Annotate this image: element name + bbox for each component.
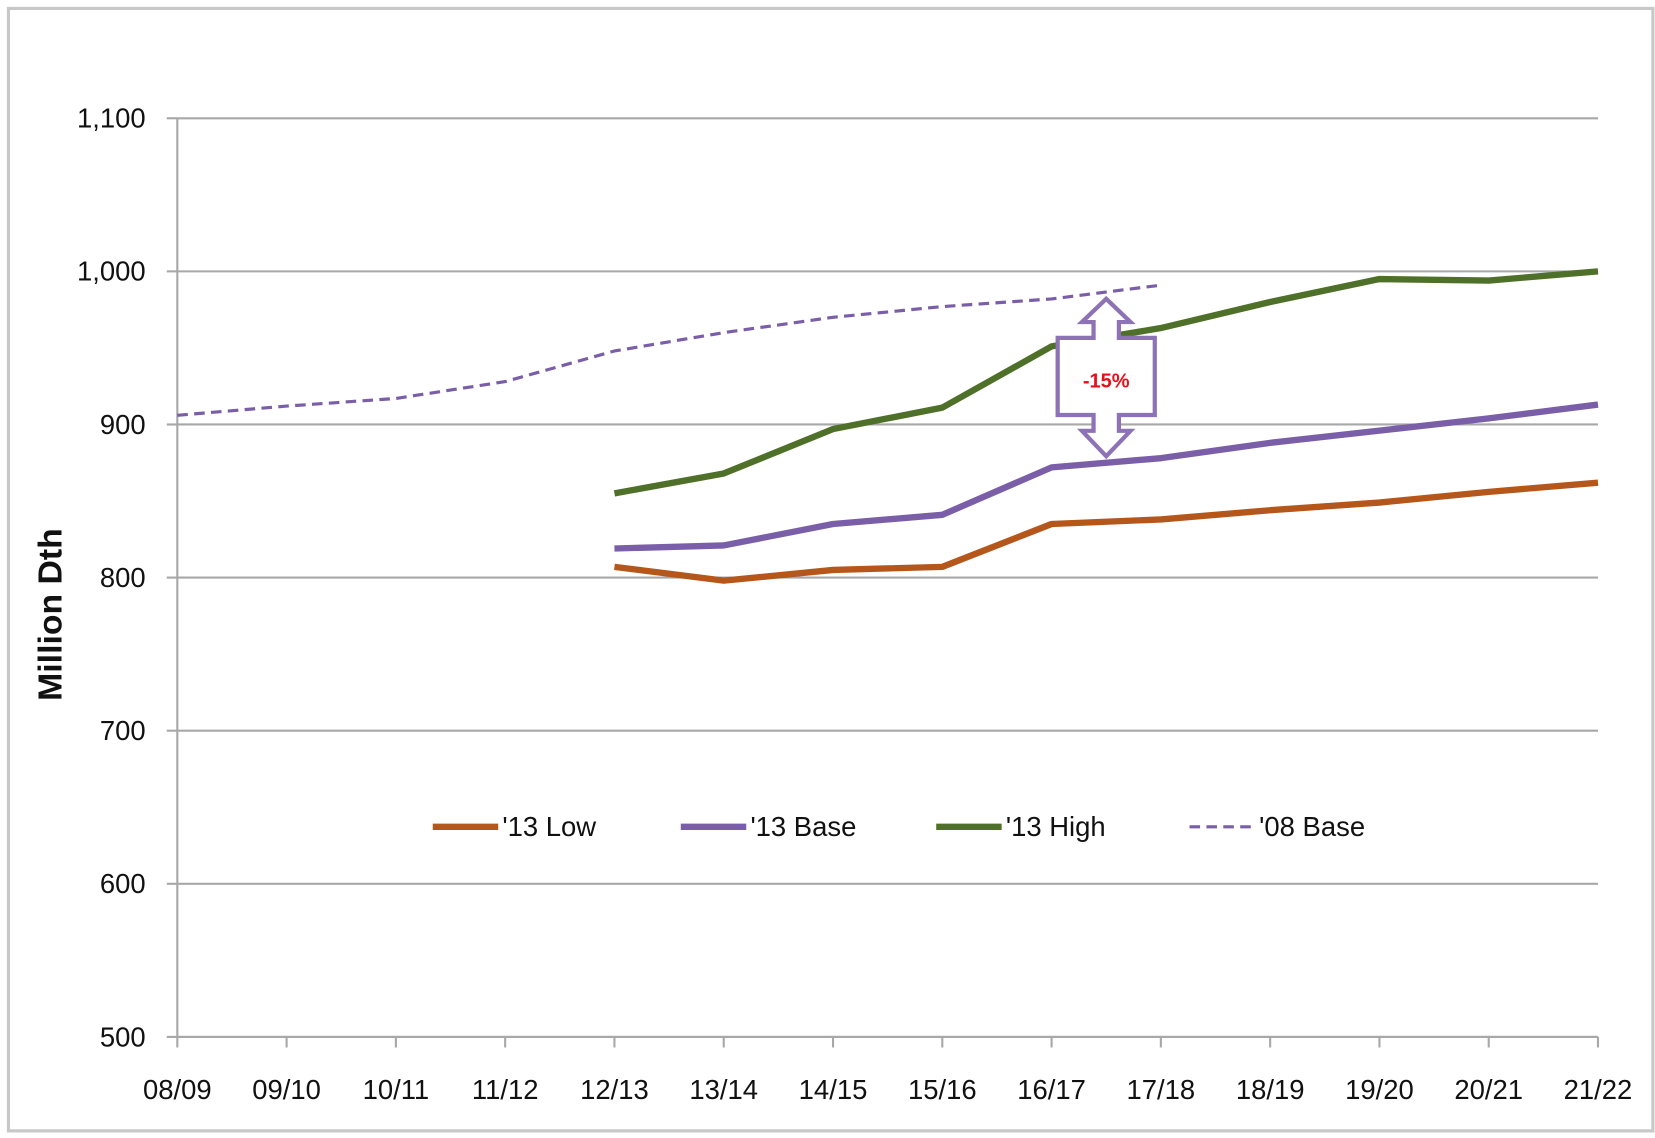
x-tick-label: 13/14 (689, 1074, 758, 1105)
y-tick-label: 1,100 (77, 103, 146, 134)
line-series (177, 283, 1162, 417)
legend-label: '13 Low (502, 811, 596, 842)
legend-label: '13 Base (750, 811, 856, 842)
line-series (614, 401, 1599, 552)
x-tick-label: 16/17 (1017, 1074, 1086, 1105)
legend-label: '13 High (1006, 811, 1106, 842)
x-tick-label: 19/20 (1345, 1074, 1414, 1105)
y-tick-label: 700 (100, 715, 146, 746)
x-tick-label: 10/11 (363, 1074, 430, 1105)
line-series (614, 479, 1599, 584)
x-tick-label: 18/19 (1236, 1074, 1305, 1105)
x-tick-label: 11/12 (472, 1074, 539, 1105)
y-tick-label: 600 (100, 868, 146, 899)
annotation: -15% (1083, 371, 1130, 393)
x-tick-label: 08/09 (143, 1074, 212, 1105)
x-tick-label: 12/13 (580, 1074, 649, 1105)
legend-label: '08 Base (1259, 811, 1365, 842)
x-tick-label: 15/16 (908, 1074, 977, 1105)
x-tick-label: 09/10 (252, 1074, 321, 1105)
x-tick-label: 21/22 (1564, 1074, 1633, 1105)
x-tick-label: 20/21 (1454, 1074, 1523, 1105)
y-tick-label: 800 (100, 562, 146, 593)
y-tick-label: 500 (100, 1021, 146, 1052)
x-tick-label: 14/15 (799, 1074, 868, 1105)
x-tick-label: 17/18 (1127, 1074, 1196, 1105)
y-tick-label: 1,000 (77, 256, 146, 287)
annotation-arrow (1055, 295, 1157, 460)
y-tick-label: 900 (100, 409, 146, 440)
y-axis-label: Million Dth (32, 528, 70, 701)
